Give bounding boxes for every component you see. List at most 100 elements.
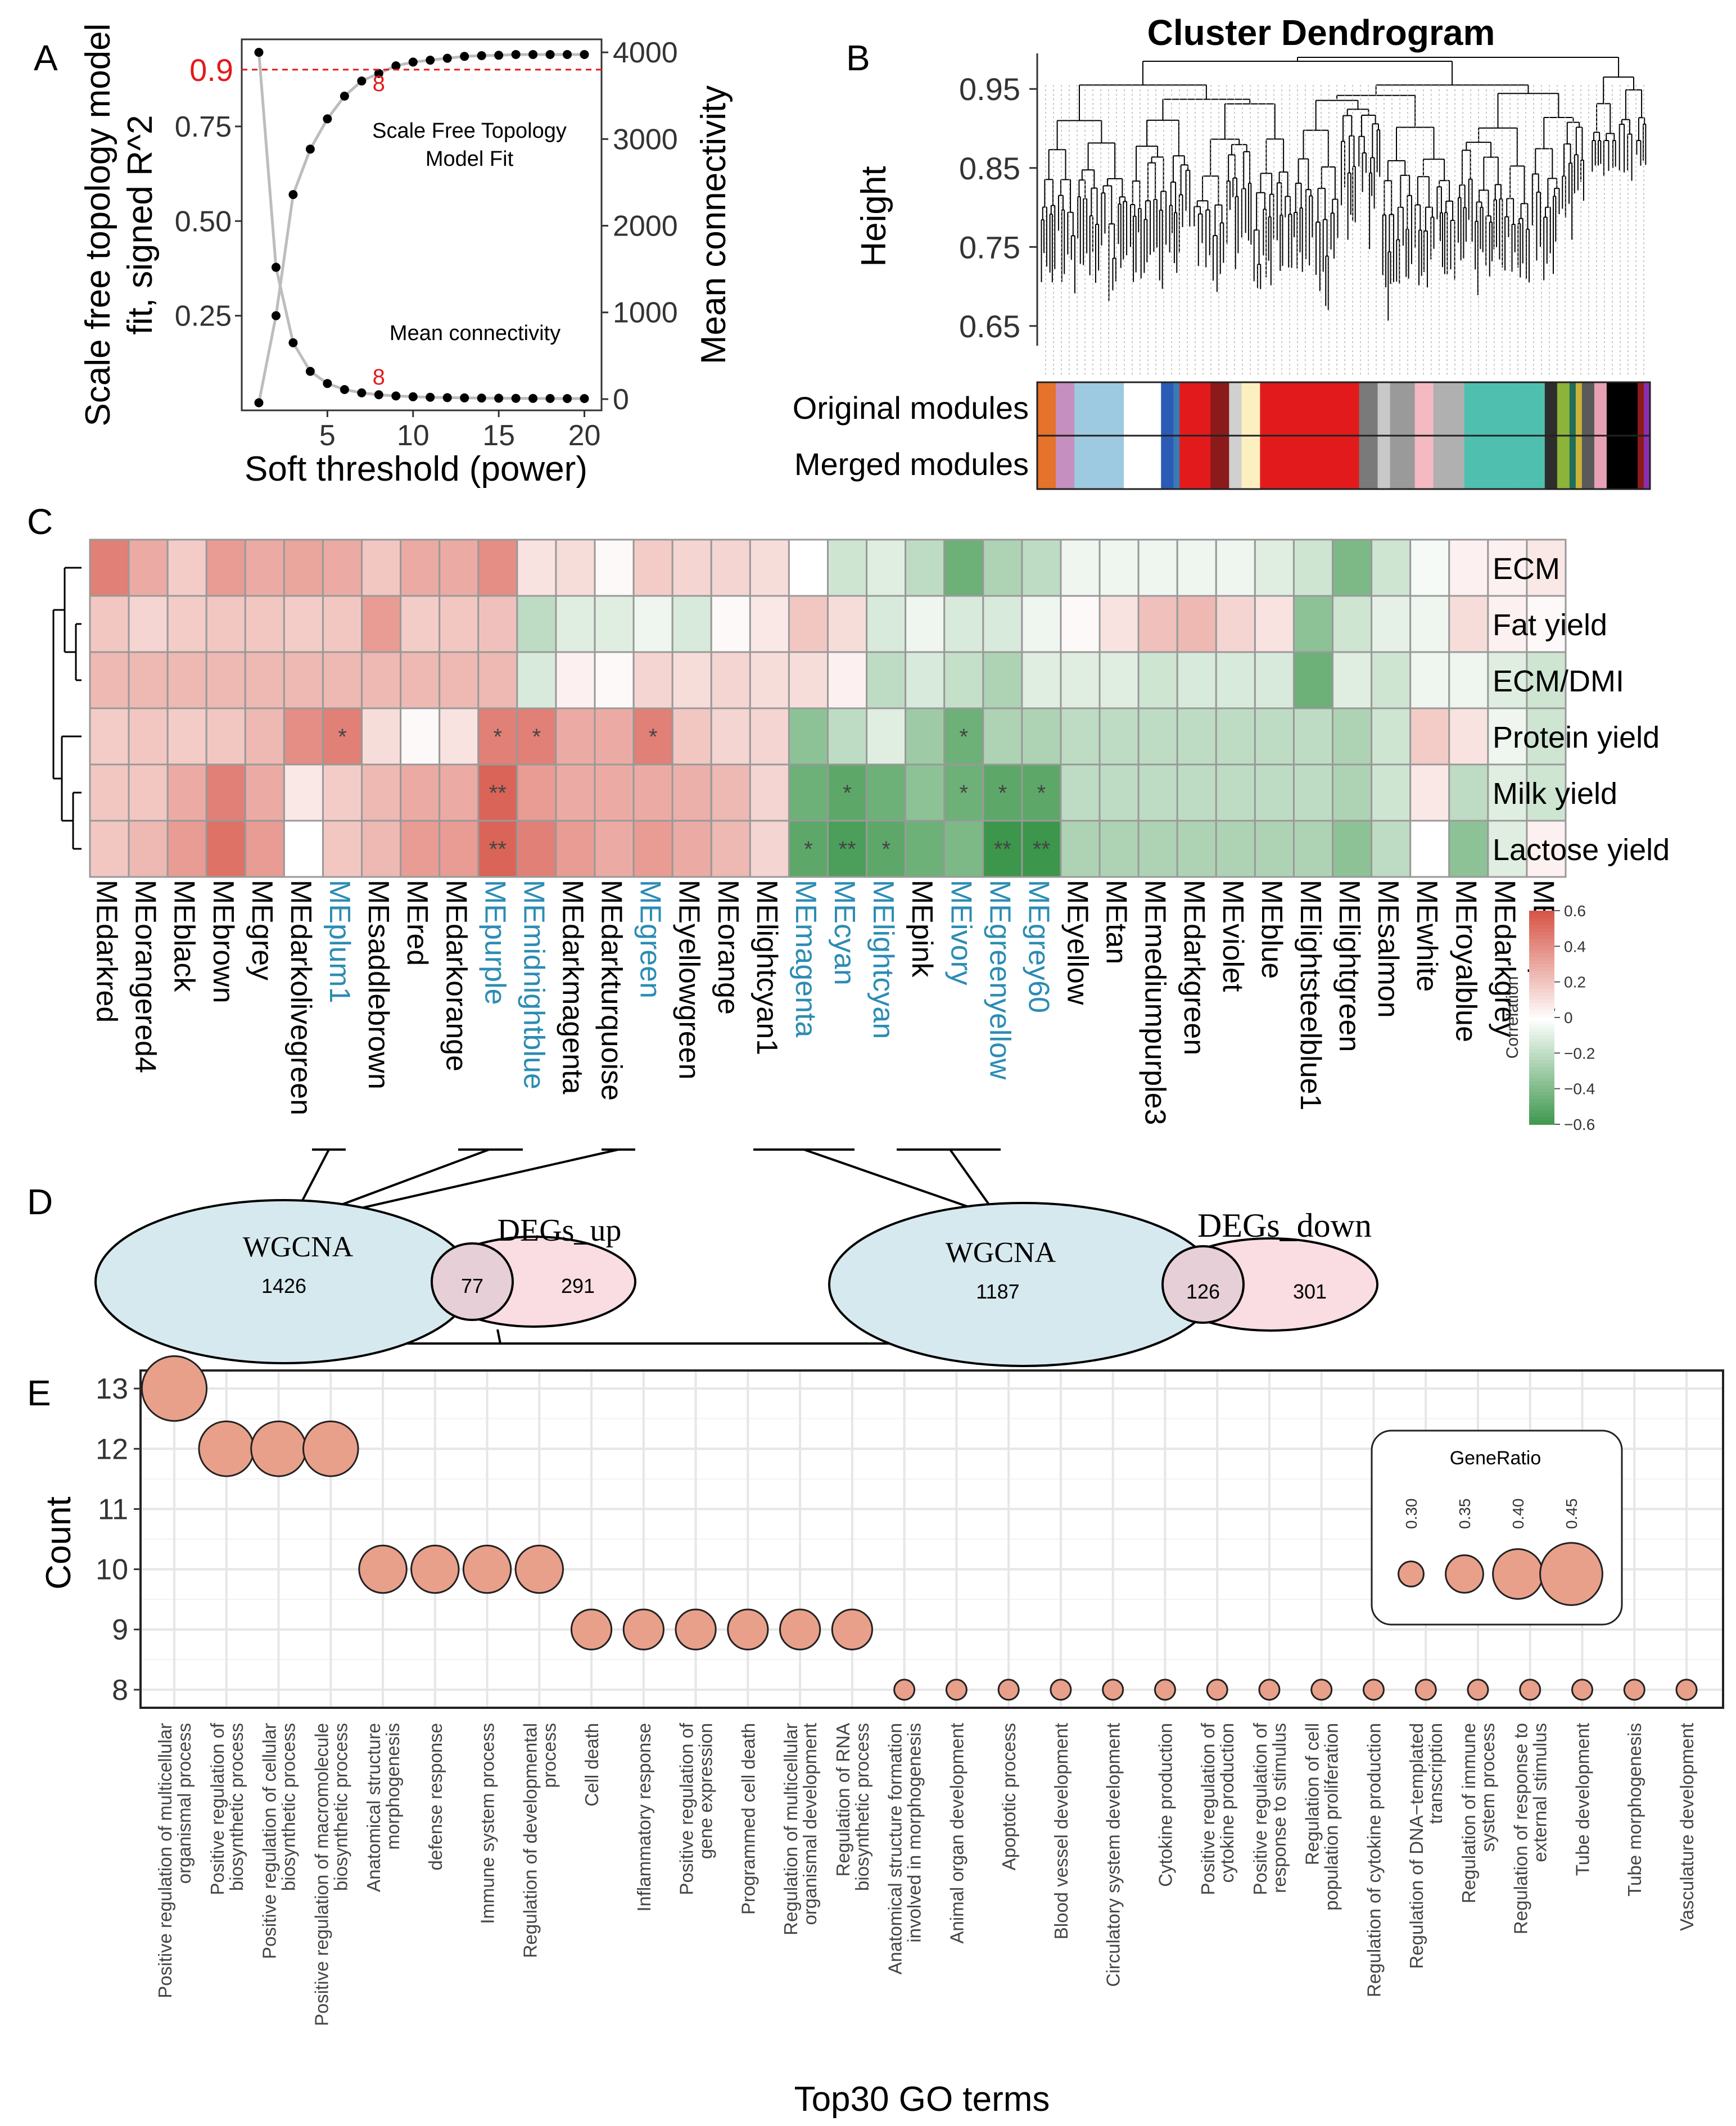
- go-term-label: Inflammatory response: [634, 1723, 654, 1912]
- heatmap-column-label: MEbrown: [207, 880, 239, 1003]
- connectivity-point: [323, 379, 332, 388]
- legend-gradient-step: [1529, 1103, 1554, 1107]
- legend-gradient-step: [1529, 978, 1554, 983]
- power-annotation-fit: 8: [373, 71, 385, 96]
- heatmap-cell: [89, 595, 130, 653]
- heatmap-cell: [1448, 820, 1489, 878]
- fit-point: [426, 56, 435, 65]
- go-term-label: Regulation of developmental: [519, 1723, 540, 1958]
- panel-e-ylabel: Count: [39, 1496, 78, 1589]
- heatmap-cell: [1332, 595, 1373, 653]
- original-module-bar: [1433, 382, 1465, 436]
- heatmap-cell: [788, 651, 829, 709]
- significance-star: *: [881, 837, 890, 862]
- heatmap-cell: [438, 820, 480, 878]
- heatmap-cell: [1292, 820, 1334, 878]
- merged-module-bar: [1124, 436, 1161, 489]
- heatmap-cell: [1215, 763, 1256, 822]
- heatmap-cell: [400, 707, 441, 766]
- heatmap-cell: [943, 763, 984, 822]
- merged-module-bar: [1260, 436, 1335, 489]
- go-term-dot: [945, 1679, 968, 1701]
- go-term-dot: [1362, 1679, 1385, 1701]
- legend-gradient-step: [1529, 971, 1554, 975]
- heatmap-cell: [1487, 595, 1528, 653]
- heatmap-cell: [1292, 595, 1334, 653]
- go-term-label: organismal development: [799, 1723, 820, 1925]
- heatmap-column-label: MEroyalblue: [1449, 880, 1482, 1042]
- x-tick-label: 5: [319, 419, 336, 452]
- go-term-label: process: [539, 1723, 559, 1788]
- heatmap-cell: [866, 763, 907, 822]
- heatmap-cell: [361, 539, 402, 597]
- legend-gradient-step: [1529, 1078, 1554, 1082]
- legend-gradient-step: [1529, 1046, 1554, 1050]
- heatmap-column-label: MElightcyan: [867, 880, 899, 1039]
- heatmap-cell: [1215, 539, 1256, 597]
- y-tick-label: 0.75: [959, 229, 1020, 265]
- heatmap-cell: [477, 539, 518, 597]
- heatmap-cell: [205, 651, 246, 709]
- go-term-label: Regulation of RNA: [833, 1723, 853, 1876]
- heatmap-cell: [982, 820, 1023, 878]
- panel-letter-a: A: [34, 38, 58, 78]
- generatio-legend-label: 0.30: [1403, 1499, 1420, 1530]
- merged-module-bar: [1037, 436, 1056, 489]
- go-term-dot: [622, 1608, 664, 1650]
- merged-module-bar: [1359, 436, 1378, 489]
- heatmap-cell: [1332, 763, 1373, 822]
- merged-module-bar: [1179, 436, 1211, 489]
- heatmap-column-label: MElightsteelblue1: [1294, 880, 1327, 1110]
- go-term-label: biosynthetic process: [278, 1723, 299, 1891]
- heatmap-column-label: MEwhite: [1410, 880, 1443, 992]
- heatmap-column-label: MEdarkred: [91, 880, 123, 1023]
- heatmap-cell: [982, 651, 1023, 709]
- original-module-bar: [1161, 382, 1174, 436]
- original-module-bar: [1625, 382, 1638, 436]
- heatmap-cell: [166, 539, 207, 597]
- legend-gradient-step: [1529, 1056, 1554, 1061]
- x-tick-label: 10: [397, 419, 430, 452]
- legend-tick-label: 0.2: [1564, 974, 1586, 991]
- go-term-dot: [675, 1608, 717, 1650]
- heatmap-cell: [516, 651, 557, 709]
- connectivity-point: [545, 393, 555, 403]
- y-right-tick-label: 3000: [613, 123, 678, 156]
- legend-gradient-step: [1529, 1021, 1554, 1025]
- heatmap-cell: [89, 763, 130, 822]
- heatmap-cell: [438, 651, 480, 709]
- heatmap-cell: [1526, 539, 1567, 597]
- legend-tick-label: −0.6: [1564, 1116, 1595, 1133]
- heatmap-cell: [1098, 763, 1140, 822]
- legend-gradient-step: [1529, 953, 1554, 958]
- connectivity-point: [442, 393, 452, 402]
- heatmap-cell: [244, 595, 285, 653]
- panel-a-chart: 5 10 15 20 0.25 0.50 0.75 0 1000 2000 3000 4000 0.9…: [79, 24, 733, 488]
- heatmap-cell: [905, 539, 946, 597]
- connectivity-point: [374, 390, 383, 400]
- heatmap-column-label: MEgrey: [246, 880, 278, 980]
- heatmap-column-label: MEorangered4: [129, 880, 162, 1073]
- venn-right-wgcna: [828, 1202, 1218, 1367]
- go-term-dot: [1102, 1679, 1124, 1701]
- heatmap-cell: [1371, 820, 1412, 878]
- legend-gradient-step: [1529, 1117, 1554, 1121]
- y-tick-label: 0.85: [959, 151, 1020, 186]
- go-term-dot: [570, 1608, 613, 1650]
- go-term-label: biosynthetic process: [330, 1723, 351, 1891]
- legend-gradient-step: [1529, 943, 1554, 947]
- heatmap-column-label: MElightgreen: [1333, 880, 1366, 1052]
- legend-gradient-step: [1529, 1064, 1554, 1068]
- heatmap-cell: [283, 820, 324, 878]
- heatmap-cell: [788, 707, 829, 766]
- panel-letter-e: E: [27, 1373, 51, 1413]
- heatmap-cell: [1215, 595, 1256, 653]
- heatmap-cell: [671, 763, 712, 822]
- heatmap-cell: [438, 539, 480, 597]
- heatmap-cell: [594, 595, 635, 653]
- y-tick-label: 0.65: [959, 309, 1020, 344]
- panel-d-venn: WGCNA DEGs_up 1426 77 291 WGCNA DEGs_dow…: [94, 1148, 1378, 1367]
- heatmap-cell: [1371, 651, 1412, 709]
- heatmap-cell: [128, 820, 169, 878]
- heatmap-column-label: MEviolet: [1217, 880, 1249, 992]
